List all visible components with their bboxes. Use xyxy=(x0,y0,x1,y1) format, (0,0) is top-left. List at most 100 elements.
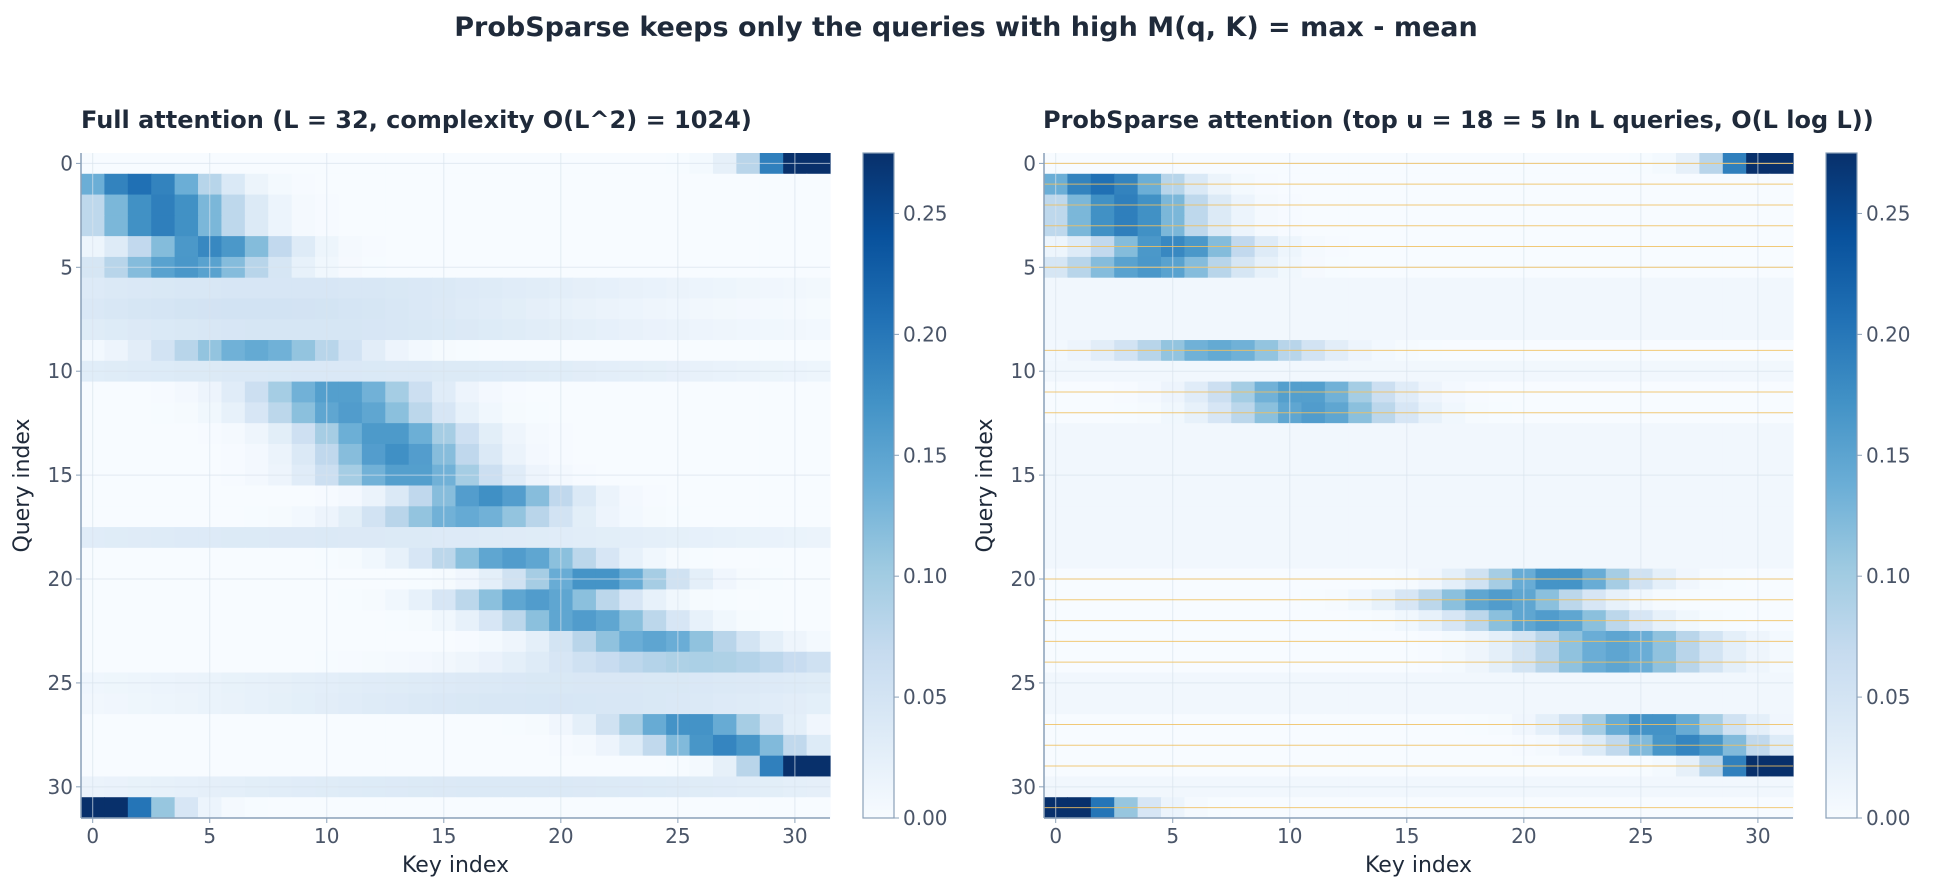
heatmap-cell xyxy=(408,402,433,424)
heatmap-cell xyxy=(127,734,152,757)
heatmap-cell xyxy=(408,423,433,445)
heatmap-cell xyxy=(361,651,386,674)
heatmap-cell xyxy=(1348,298,1373,320)
heatmap-cell xyxy=(1582,319,1607,341)
heatmap-cell xyxy=(642,215,667,237)
heatmap-cell xyxy=(104,630,129,653)
y-tick-label: 20 xyxy=(48,567,73,591)
heatmap-cell xyxy=(1184,443,1209,466)
heatmap-cell xyxy=(689,734,714,757)
heatmap-cell xyxy=(385,340,410,362)
heatmap-cell xyxy=(1418,506,1443,528)
heatmap-cell xyxy=(478,381,503,403)
heatmap-cell xyxy=(1207,693,1232,715)
heatmap-cell xyxy=(736,340,761,362)
heatmap-cell xyxy=(619,797,644,819)
heatmap-cell xyxy=(806,755,831,778)
heatmap-cell xyxy=(1324,443,1349,466)
x-tick-label: 10 xyxy=(1277,824,1302,848)
heatmap-cell xyxy=(151,714,176,736)
heatmap-cell xyxy=(806,547,831,570)
heatmap-cell xyxy=(1652,277,1677,300)
heatmap-cell xyxy=(736,797,761,819)
heatmap-cell xyxy=(595,298,620,320)
heatmap-cell xyxy=(338,797,363,819)
heatmap-cell xyxy=(1348,485,1373,507)
colorbar-tick-label: 0.00 xyxy=(1866,806,1911,830)
heatmap-cell xyxy=(1090,443,1115,466)
heatmap-cell xyxy=(385,443,410,466)
heatmap-cell xyxy=(1535,547,1560,570)
heatmap-cell xyxy=(1535,319,1560,341)
heatmap-cell xyxy=(1301,319,1326,341)
heatmap-cell xyxy=(244,651,269,674)
heatmap-cell xyxy=(1254,506,1279,528)
heatmap-cell xyxy=(1652,485,1677,507)
heatmap-cell xyxy=(572,734,597,757)
heatmap-cell xyxy=(291,610,316,632)
heatmap-cell xyxy=(174,319,199,341)
heatmap-cell xyxy=(455,402,480,424)
heatmap-cell xyxy=(174,173,199,196)
heatmap-cell xyxy=(244,423,269,445)
heatmap-cell xyxy=(736,402,761,424)
heatmap-cell xyxy=(572,630,597,653)
colorbar-tick-label: 0.20 xyxy=(1866,322,1911,346)
heatmap-cell xyxy=(385,797,410,819)
heatmap-cell xyxy=(642,506,667,528)
heatmap-cell xyxy=(502,340,527,362)
heatmap-cell xyxy=(1652,506,1677,528)
heatmap-cell xyxy=(619,506,644,528)
heatmap-cell xyxy=(1605,693,1630,715)
heatmap-cell xyxy=(712,485,737,507)
heatmap-cell xyxy=(244,527,269,549)
heatmap-cell xyxy=(619,173,644,196)
heatmap-cell xyxy=(1371,277,1396,300)
heatmap-cell xyxy=(1207,527,1232,549)
heatmap-cell xyxy=(572,589,597,611)
x-tick-label: 5 xyxy=(1166,824,1179,848)
heatmap-cell xyxy=(689,547,714,570)
heatmap-cell xyxy=(385,423,410,445)
heatmap-cell xyxy=(127,319,152,341)
heatmap-cell xyxy=(1207,506,1232,528)
heatmap-cell xyxy=(502,381,527,403)
colorbar-tick-label: 0.15 xyxy=(1866,443,1911,467)
heatmap-cell xyxy=(572,527,597,549)
heatmap-cell xyxy=(291,693,316,715)
heatmap-cell xyxy=(572,173,597,196)
heatmap-cell xyxy=(712,381,737,403)
heatmap-cell xyxy=(1488,506,1513,528)
heatmap-cell xyxy=(221,443,246,466)
heatmap-cell xyxy=(268,693,293,715)
heatmap-cell xyxy=(174,797,199,819)
heatmap-cell xyxy=(1137,485,1162,507)
panel-title: Full attention (L = 32, complexity O(L^2… xyxy=(81,106,752,134)
heatmap-cell xyxy=(455,610,480,632)
heatmap-cell xyxy=(572,797,597,819)
heatmap-cell xyxy=(759,610,784,632)
heatmap-cell xyxy=(736,755,761,778)
heatmap-cell xyxy=(595,527,620,549)
heatmap-cell xyxy=(1535,298,1560,320)
heatmap-cell xyxy=(408,527,433,549)
heatmap-cell xyxy=(361,194,386,216)
heatmap-cell xyxy=(478,194,503,216)
heatmap-cell xyxy=(408,215,433,237)
heatmap-cell xyxy=(759,194,784,216)
heatmap-cell xyxy=(1722,277,1747,300)
heatmap-cell xyxy=(1324,506,1349,528)
heatmap-cell xyxy=(1699,527,1724,549)
heatmap-cell xyxy=(127,527,152,549)
heatmap-cell xyxy=(268,797,293,819)
heatmap-cell xyxy=(759,443,784,466)
heatmap-cell xyxy=(151,506,176,528)
heatmap-cell xyxy=(502,610,527,632)
heatmap-cell xyxy=(759,215,784,237)
heatmap-cell xyxy=(502,423,527,445)
heatmap-cell xyxy=(455,527,480,549)
heatmap-cell xyxy=(1254,527,1279,549)
heatmap-cell xyxy=(338,236,363,258)
heatmap-cell xyxy=(1231,527,1256,549)
heatmap-cell xyxy=(1582,693,1607,715)
